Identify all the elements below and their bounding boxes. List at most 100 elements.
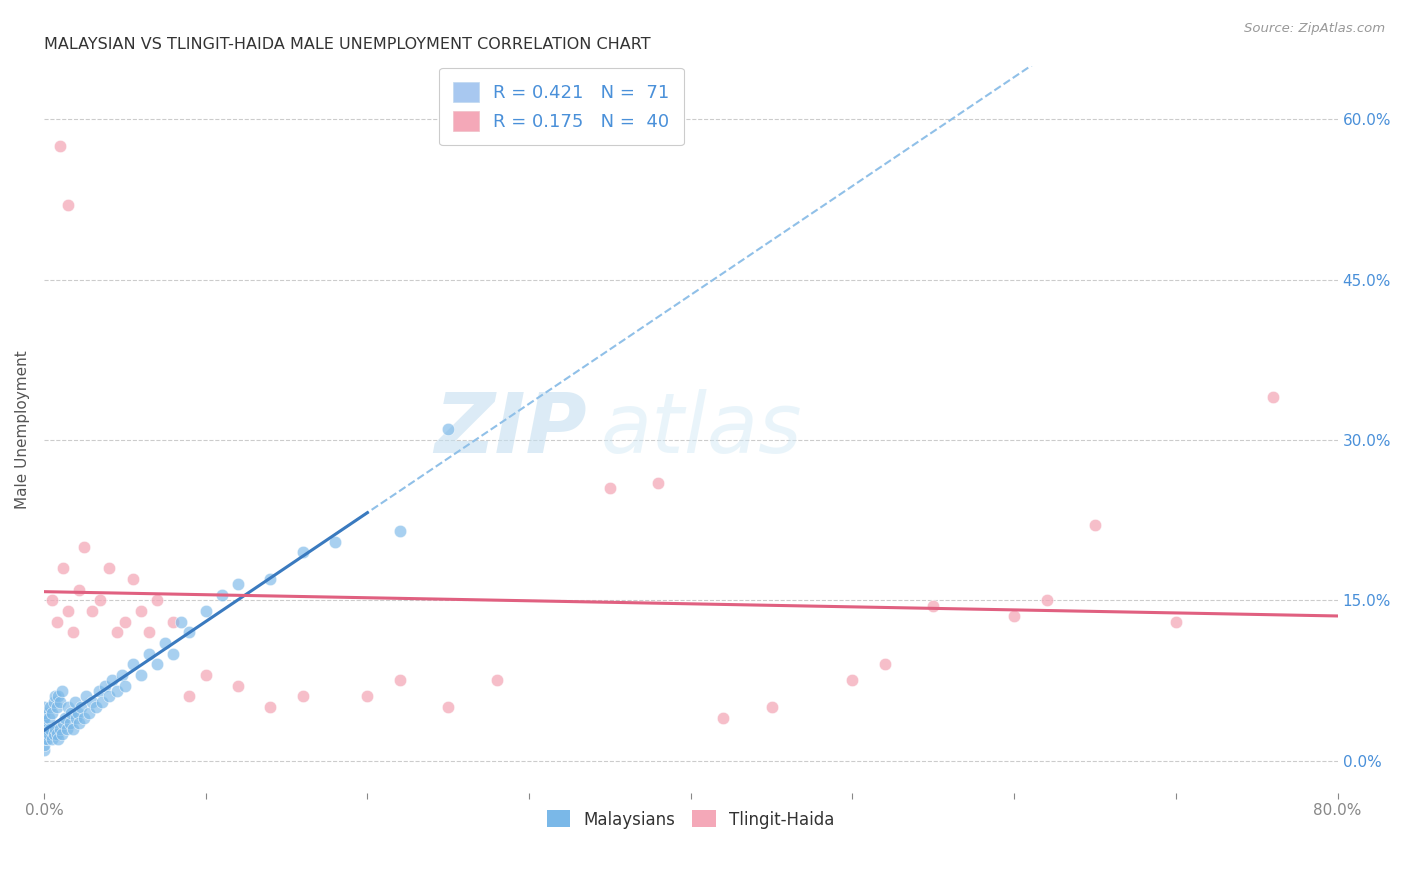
Point <box>45 727 67 741</box>
Point <box>56 700 79 714</box>
Point <box>94 679 117 693</box>
Point <box>32 738 55 752</box>
Point <box>1002 609 1025 624</box>
Point <box>62 722 84 736</box>
Point <box>49 139 72 153</box>
Point <box>356 690 378 704</box>
Point <box>873 657 896 672</box>
Point <box>1084 518 1107 533</box>
Point <box>48 732 70 747</box>
Point <box>60 706 83 720</box>
Point <box>437 700 460 714</box>
Point <box>49 722 72 736</box>
Point <box>97 690 120 704</box>
Point <box>51 727 73 741</box>
Point <box>41 706 63 720</box>
Point <box>44 690 66 704</box>
Point <box>437 422 460 436</box>
Point <box>1035 593 1057 607</box>
Point <box>53 711 76 725</box>
Point <box>63 695 86 709</box>
Point <box>323 534 346 549</box>
Point <box>84 700 107 714</box>
Point <box>129 604 152 618</box>
Point <box>1261 390 1284 404</box>
Point <box>69 716 91 731</box>
Point <box>599 481 621 495</box>
Point <box>52 716 75 731</box>
Point <box>32 706 55 720</box>
Point <box>55 722 77 736</box>
Point <box>1164 615 1187 629</box>
Text: Source: ZipAtlas.com: Source: ZipAtlas.com <box>1244 22 1385 36</box>
Point <box>39 722 62 736</box>
Point <box>37 732 59 747</box>
Point <box>73 540 96 554</box>
Point <box>291 545 314 559</box>
Point <box>129 668 152 682</box>
Point <box>922 599 945 613</box>
Point <box>485 673 508 688</box>
Point <box>44 722 66 736</box>
Point <box>97 561 120 575</box>
Point <box>138 647 160 661</box>
Point <box>73 711 96 725</box>
Point <box>45 700 67 714</box>
Text: atlas: atlas <box>600 389 801 470</box>
Point <box>162 615 184 629</box>
Point <box>226 577 249 591</box>
Point <box>75 690 97 704</box>
Point <box>52 561 75 575</box>
Point <box>32 700 55 714</box>
Point <box>226 679 249 693</box>
Point <box>32 713 55 727</box>
Point <box>32 722 55 736</box>
Point <box>259 700 281 714</box>
Point <box>70 700 93 714</box>
Point <box>194 668 217 682</box>
Point <box>82 604 104 618</box>
Y-axis label: Male Unemployment: Male Unemployment <box>15 350 30 508</box>
Point <box>194 604 217 618</box>
Point <box>138 625 160 640</box>
Point <box>105 684 128 698</box>
Point <box>114 679 136 693</box>
Point <box>38 711 60 725</box>
Point <box>49 695 72 709</box>
Point <box>59 716 82 731</box>
Point <box>42 695 65 709</box>
Point <box>761 700 783 714</box>
Point <box>56 604 79 618</box>
Point <box>388 524 411 538</box>
Point <box>77 706 100 720</box>
Point <box>65 711 87 725</box>
Point <box>291 690 314 704</box>
Point <box>42 727 65 741</box>
Point <box>45 615 67 629</box>
Point <box>110 668 132 682</box>
Point <box>62 625 84 640</box>
Point <box>32 743 55 757</box>
Point <box>153 636 176 650</box>
Text: MALAYSIAN VS TLINGIT-HAIDA MALE UNEMPLOYMENT CORRELATION CHART: MALAYSIAN VS TLINGIT-HAIDA MALE UNEMPLOY… <box>44 37 651 53</box>
Point <box>179 625 201 640</box>
Point <box>105 625 128 640</box>
Point <box>121 657 143 672</box>
Point <box>89 593 111 607</box>
Point <box>841 673 863 688</box>
Point <box>162 647 184 661</box>
Point <box>38 727 60 741</box>
Point <box>146 657 169 672</box>
Point <box>41 732 63 747</box>
Point <box>48 690 70 704</box>
Point <box>211 588 233 602</box>
Point <box>711 711 734 725</box>
Point <box>32 732 55 747</box>
Point <box>647 475 669 490</box>
Point <box>114 615 136 629</box>
Legend: Malaysians, Tlingit-Haida: Malaysians, Tlingit-Haida <box>540 804 841 835</box>
Point <box>170 615 193 629</box>
Point <box>146 593 169 607</box>
Point <box>91 695 114 709</box>
Point <box>32 711 55 725</box>
